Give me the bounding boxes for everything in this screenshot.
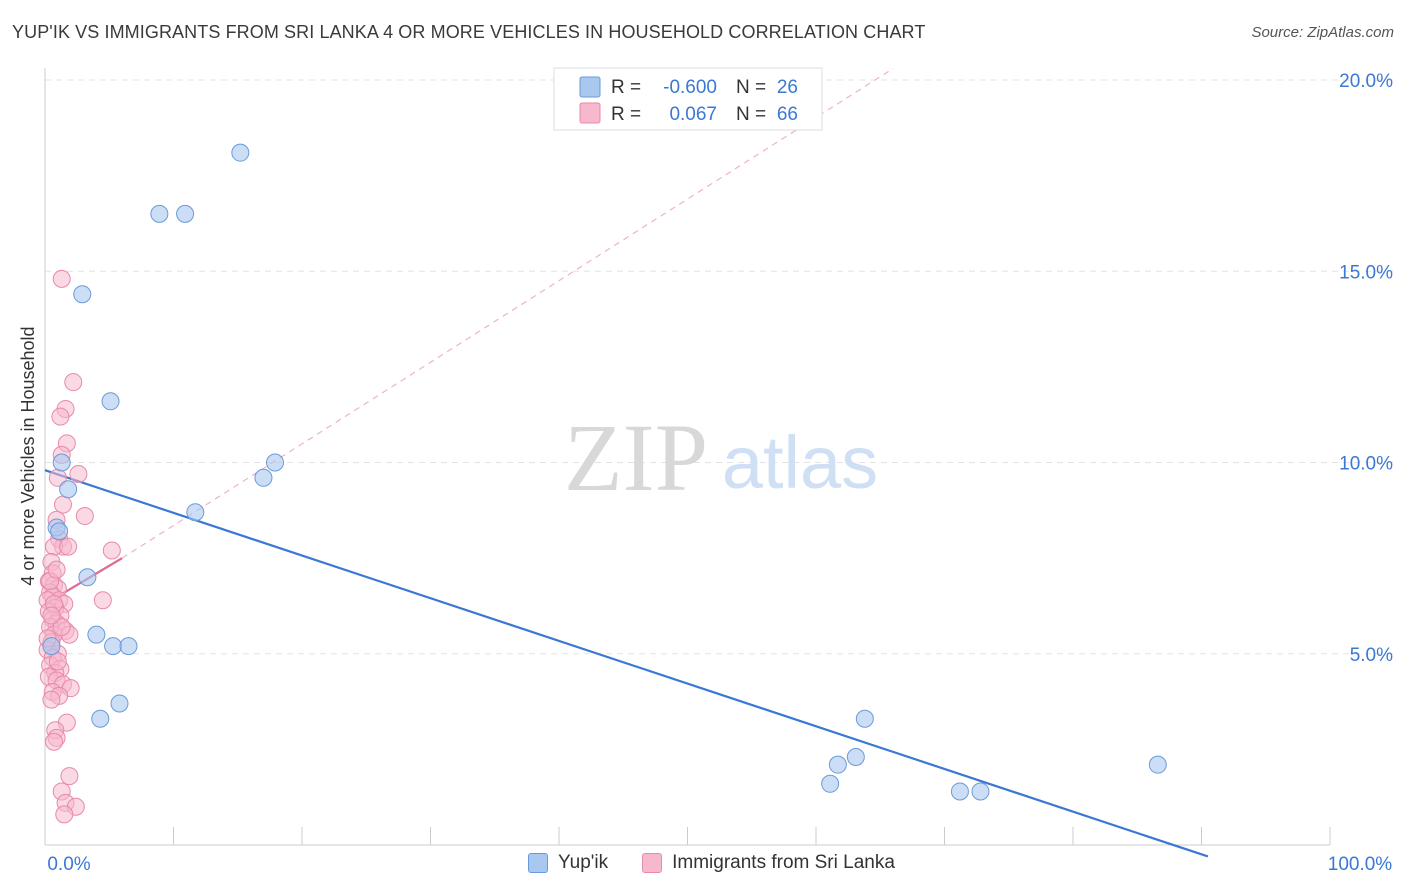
legend-r-value-srilanka: 0.067	[669, 104, 717, 125]
point-srilanka-1	[64, 373, 83, 392]
points	[38, 143, 1167, 824]
point-yupik-18	[846, 748, 865, 767]
point-yupik-19	[828, 755, 847, 774]
y-tick-label-2: 15.0%	[1339, 262, 1393, 283]
point-yupik-7	[254, 468, 273, 487]
legend-item-srilanka[interactable]: Immigrants from Sri Lanka	[642, 852, 895, 874]
point-yupik-22	[971, 782, 990, 801]
point-srilanka-48	[42, 690, 61, 709]
point-yupik-13	[104, 637, 123, 656]
legend-box: R = -0.600 N = 26 R = 0.067 N = 66	[553, 67, 823, 131]
point-srilanka-64	[42, 606, 61, 625]
point-yupik-14	[119, 637, 138, 656]
y-axis-label: 4 or more Vehicles in Household	[18, 326, 38, 585]
gridlines	[45, 79, 1393, 655]
point-yupik-20	[821, 774, 840, 793]
point-yupik-24	[42, 637, 61, 656]
point-yupik-16	[110, 694, 129, 713]
legend-label-yupik: Yup'ik	[558, 852, 609, 873]
legend-r-label-srilanka: R =	[611, 104, 641, 125]
point-yupik-25	[50, 522, 69, 541]
point-yupik-6	[266, 453, 285, 472]
point-yupik-15	[91, 709, 110, 728]
point-srilanka-3	[51, 407, 70, 426]
point-srilanka-9	[75, 507, 94, 526]
point-yupik-1	[150, 204, 169, 223]
watermark: ZIP atlas	[564, 404, 878, 511]
point-srilanka-53	[60, 767, 79, 786]
x-tick-label-max: 100.0%	[1328, 854, 1393, 875]
point-yupik-17	[855, 709, 874, 728]
trendline-yupik	[44, 469, 1209, 858]
legend-n-value-srilanka: 66	[777, 104, 798, 125]
point-srilanka-8	[53, 495, 72, 514]
legend-label-srilanka: Immigrants from Sri Lanka	[672, 852, 895, 873]
point-yupik-8	[59, 480, 78, 499]
x-tick-label-min: 0.0%	[47, 854, 90, 875]
axes	[44, 68, 1331, 846]
legend-swatch-srilanka	[579, 102, 601, 124]
point-srilanka-14	[102, 541, 121, 560]
point-yupik-21	[950, 782, 969, 801]
tick-labels: 5.0% 10.0% 15.0% 20.0% 0.0% 100.0%	[47, 71, 1393, 875]
point-yupik-0	[231, 143, 250, 162]
legend-item-yupik[interactable]: Yup'ik	[528, 852, 608, 874]
bottom-legend: Yup'ik Immigrants from Sri Lanka	[528, 852, 919, 874]
source-label: Source: ZipAtlas.com	[1251, 24, 1394, 41]
y-tick-label-0: 5.0%	[1350, 645, 1393, 666]
legend-n-label-yupik: N =	[736, 77, 766, 98]
legend-swatch-yupik	[579, 76, 601, 98]
trendline-srilanka-extension	[121, 68, 894, 559]
point-srilanka-6	[69, 464, 88, 483]
point-srilanka-65	[48, 652, 67, 671]
point-srilanka-52	[44, 732, 63, 751]
point-srilanka-60	[52, 617, 71, 636]
point-yupik-11	[78, 568, 97, 587]
point-yupik-4	[101, 392, 120, 411]
point-srilanka-24	[93, 591, 112, 610]
legend-r-label-yupik: R =	[611, 77, 641, 98]
watermark-zip: ZIP	[564, 404, 708, 511]
chart-title: YUP'IK VS IMMIGRANTS FROM SRI LANKA 4 OR…	[12, 22, 926, 42]
y-tick-label-3: 20.0%	[1339, 71, 1393, 92]
point-yupik-3	[73, 285, 92, 304]
point-srilanka-63	[47, 560, 66, 579]
point-srilanka-57	[55, 805, 74, 824]
point-yupik-9	[186, 503, 205, 522]
legend-swatch-blue	[528, 853, 548, 873]
point-yupik-2	[176, 204, 195, 223]
point-yupik-5	[52, 453, 71, 472]
watermark-atlas: atlas	[722, 421, 878, 504]
point-srilanka-0	[52, 269, 71, 288]
point-srilanka-62	[59, 537, 78, 556]
point-yupik-12	[87, 625, 106, 644]
legend-swatch-pink	[642, 853, 663, 873]
point-yupik-23	[1148, 755, 1167, 774]
y-tick-label-1: 10.0%	[1339, 454, 1393, 475]
legend-n-label-srilanka: N =	[736, 104, 766, 125]
legend-r-value-yupik: -0.600	[663, 77, 717, 98]
legend-n-value-yupik: 26	[777, 77, 798, 98]
